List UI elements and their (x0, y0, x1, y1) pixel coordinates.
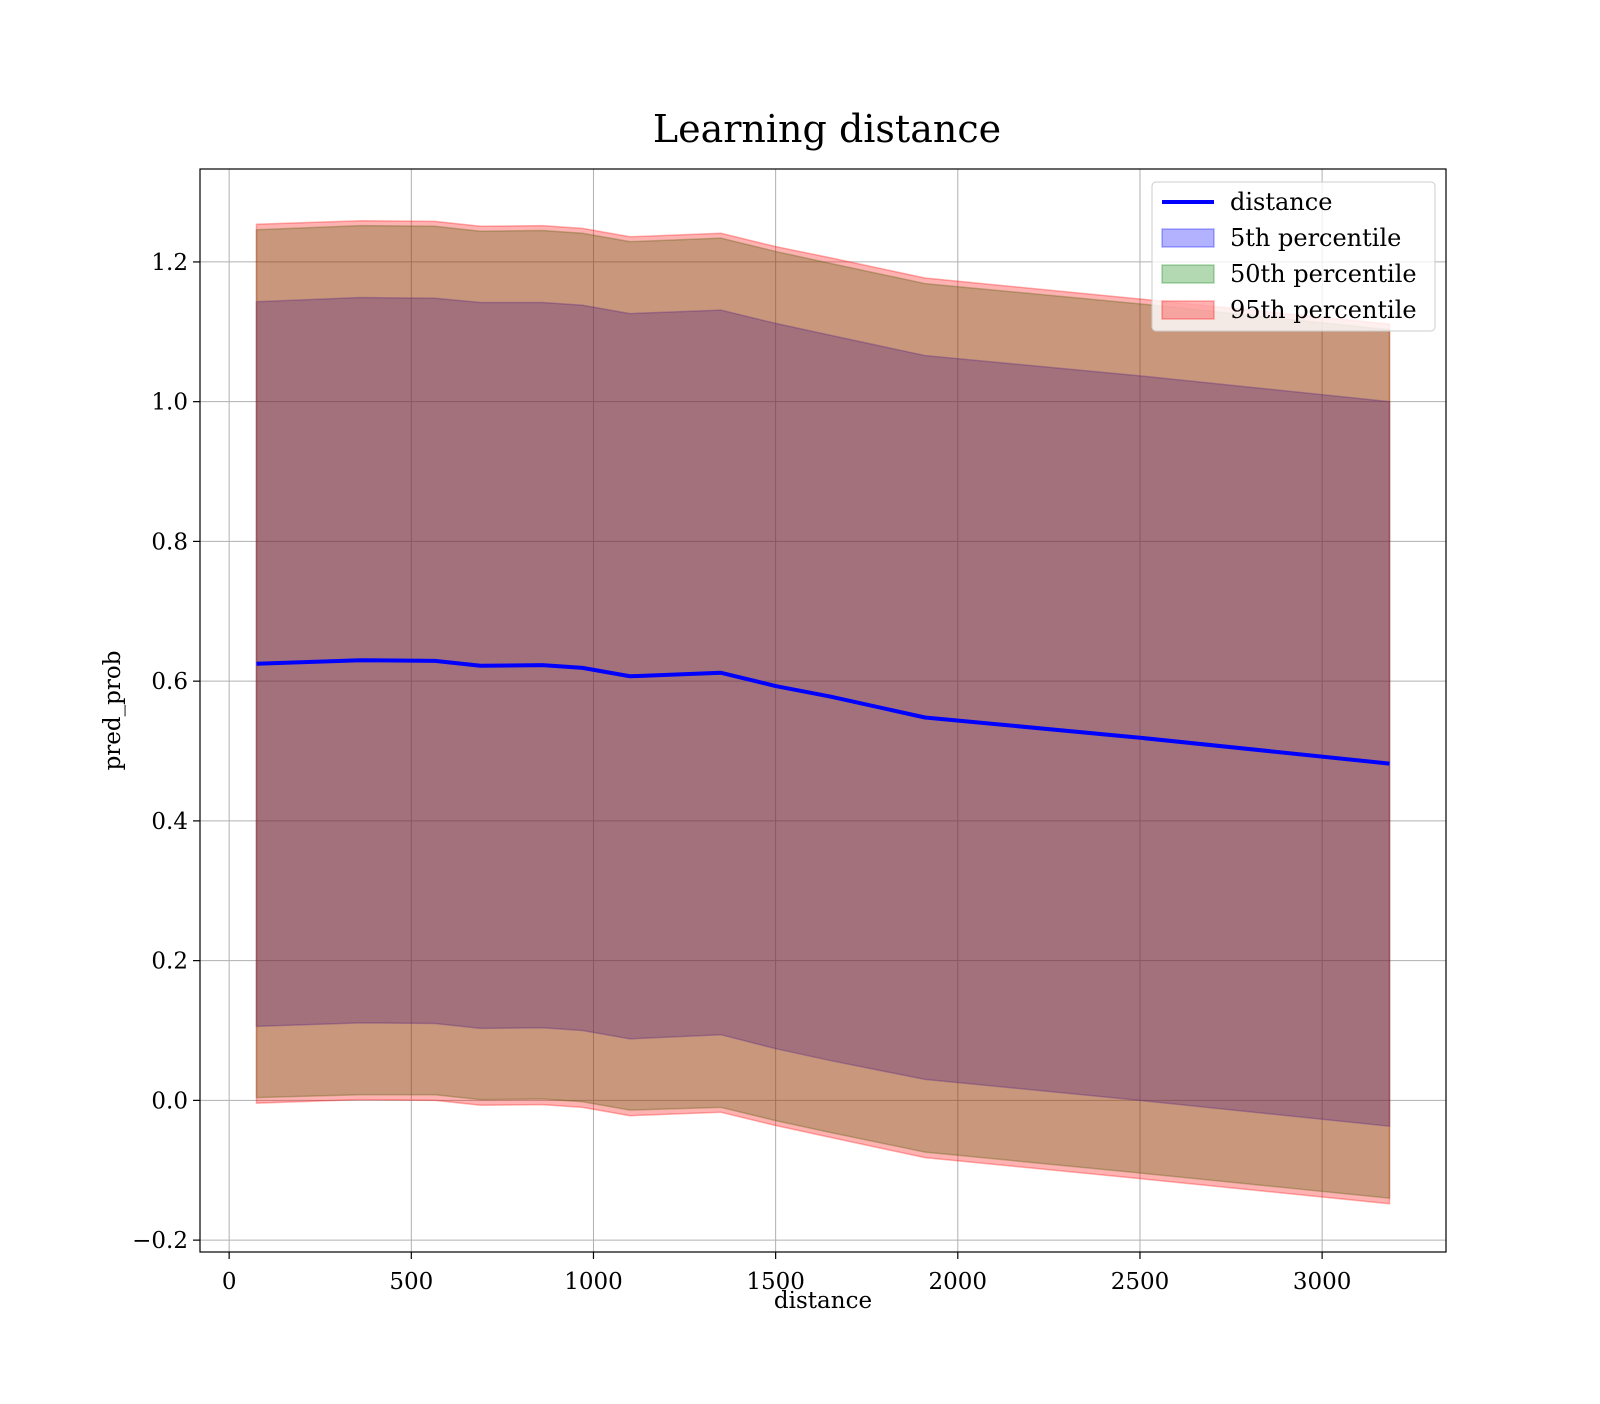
band-95th-percentile (255, 219, 1391, 1205)
x-tick-label: 500 (389, 1269, 433, 1295)
legend-swatch-5th-percentile (1161, 228, 1215, 248)
band-layer (255, 219, 1391, 1205)
y-tick-label: 1.0 (151, 390, 188, 416)
tick-layer: 0 500 1000 1500 2000 2500 3000 −0.2 0.0 0.2 0.4 0.6… (132, 250, 1351, 1295)
legend-label-5th-percentile: 5th percentile (1230, 224, 1401, 252)
line-distance (256, 658, 1390, 766)
y-tick-label: 0.4 (151, 809, 188, 835)
y-tick-label: 0.2 (151, 949, 188, 975)
x-tick-label: 2000 (929, 1269, 988, 1295)
y-tick-label: 0.0 (151, 1088, 188, 1114)
band-5th-percentile (255, 296, 1391, 1128)
legend-label-distance: distance (1230, 188, 1332, 216)
legend-box (1151, 181, 1436, 332)
legend: distance 5th percentile 50th percentile 95t… (1151, 181, 1436, 332)
band-50th-percentile (255, 224, 1391, 1200)
x-tick-label: 1500 (746, 1269, 805, 1295)
legend-swatch-50th-percentile (1161, 264, 1215, 284)
x-tick-label: 2500 (1111, 1269, 1170, 1295)
grid-layer (200, 169, 1446, 1252)
y-tick-label: 0.8 (151, 529, 188, 555)
line-layer (256, 658, 1390, 766)
x-tick-label: 3000 (1293, 1269, 1352, 1295)
legend-label-50th-percentile: 50th percentile (1230, 260, 1417, 288)
plot-frame (199, 168, 1447, 1253)
y-tick-label: 1.2 (151, 250, 188, 276)
x-tick-label: 1000 (564, 1269, 623, 1295)
x-tick-label: 0 (222, 1269, 237, 1295)
y-tick-label: −0.2 (132, 1228, 188, 1254)
chart-title: Learning distance (653, 107, 1001, 151)
legend-label-95th-percentile: 95th percentile (1230, 296, 1417, 324)
y-tick-label: 0.6 (151, 669, 188, 695)
y-axis-label: pred_prob (100, 651, 126, 771)
x-axis-label: distance (774, 1288, 872, 1314)
legend-swatch-95th-percentile (1161, 300, 1215, 320)
